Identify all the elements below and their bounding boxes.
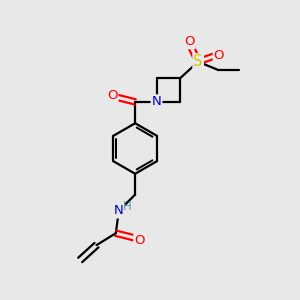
Text: O: O (214, 49, 224, 62)
Text: O: O (107, 88, 118, 101)
Text: N: N (152, 95, 161, 108)
Text: H: H (123, 200, 131, 213)
Text: O: O (184, 35, 194, 48)
Text: N: N (114, 204, 124, 218)
Text: O: O (134, 234, 145, 247)
Text: S: S (194, 54, 203, 69)
